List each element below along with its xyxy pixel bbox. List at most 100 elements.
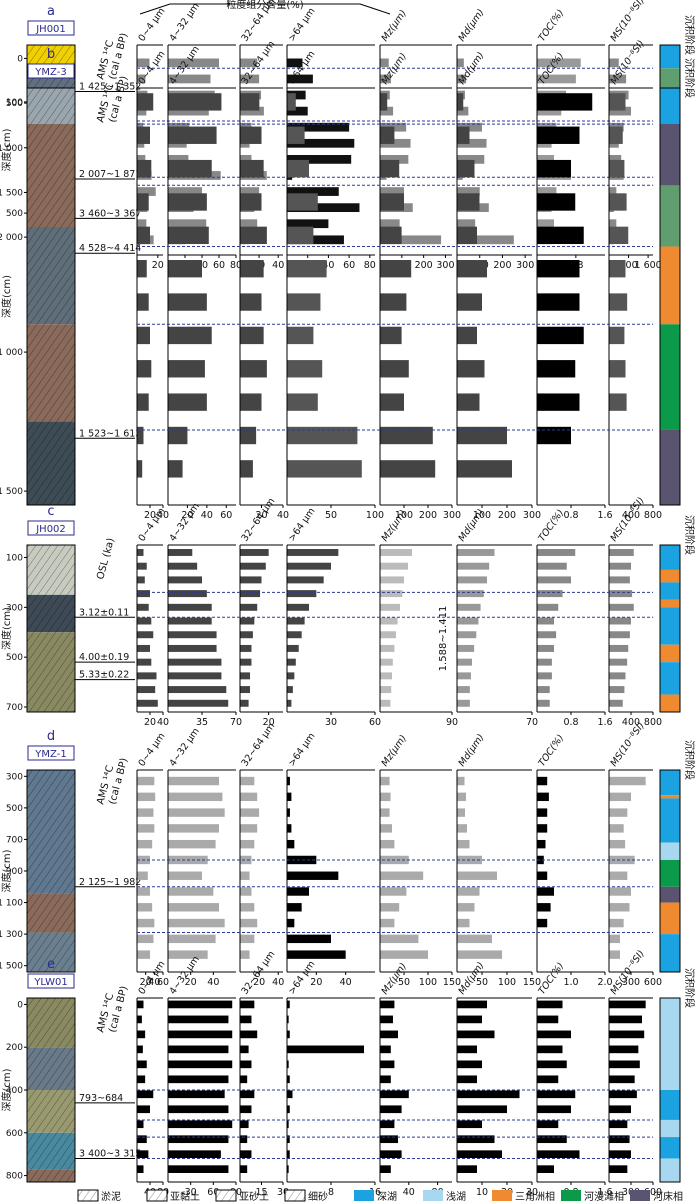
log-frame bbox=[26, 87, 76, 506]
bar bbox=[287, 658, 296, 666]
x-tick-label: 300 bbox=[516, 260, 534, 271]
bar bbox=[240, 187, 260, 196]
bar bbox=[380, 824, 392, 833]
bar bbox=[609, 1075, 635, 1084]
bar bbox=[168, 106, 209, 116]
x-tick-label: 60 bbox=[213, 260, 225, 271]
x-tick-label: 300 bbox=[523, 510, 541, 521]
bar bbox=[240, 887, 252, 896]
bar bbox=[137, 1090, 154, 1099]
bar bbox=[609, 576, 630, 584]
bar bbox=[537, 1150, 580, 1159]
bar bbox=[137, 934, 154, 944]
bar bbox=[240, 1165, 248, 1173]
bar bbox=[287, 235, 344, 245]
bar bbox=[287, 1075, 290, 1084]
legend-label: 细砂 bbox=[308, 1190, 328, 1203]
bar bbox=[137, 187, 156, 196]
bar bbox=[537, 1030, 571, 1039]
lithology-hatch bbox=[27, 124, 75, 227]
stage bbox=[660, 607, 680, 645]
bar bbox=[287, 393, 318, 411]
y-tick-label: 700 bbox=[6, 703, 23, 713]
bar bbox=[168, 672, 222, 680]
bar bbox=[457, 138, 487, 148]
bar bbox=[137, 126, 150, 144]
bar bbox=[137, 603, 149, 611]
x-tick-label: 80 bbox=[230, 260, 242, 271]
bar bbox=[287, 576, 324, 584]
bar bbox=[240, 293, 262, 311]
bar bbox=[609, 839, 626, 849]
bar bbox=[137, 1045, 143, 1054]
bar bbox=[240, 159, 264, 178]
bar bbox=[380, 617, 398, 625]
bar bbox=[537, 576, 571, 584]
bar bbox=[457, 1075, 477, 1084]
x-tick-label: 800 bbox=[619, 260, 637, 271]
stage bbox=[660, 842, 680, 860]
stage-header: 沉积阶段 bbox=[683, 740, 696, 780]
bar bbox=[168, 1165, 229, 1173]
bar bbox=[380, 1135, 398, 1144]
stage bbox=[660, 798, 680, 843]
bar bbox=[537, 326, 584, 345]
bar bbox=[137, 918, 155, 928]
stage bbox=[660, 185, 680, 247]
lithology-hatch bbox=[27, 324, 75, 422]
bar bbox=[137, 631, 154, 639]
x-tick-label: 800 bbox=[644, 717, 662, 728]
bar bbox=[537, 887, 554, 896]
bar bbox=[137, 360, 152, 378]
bar bbox=[380, 644, 395, 652]
x-tick-label: 300 bbox=[443, 510, 461, 521]
bar bbox=[380, 360, 409, 378]
bar bbox=[537, 1000, 563, 1009]
bar bbox=[240, 855, 252, 865]
x-tick-label: 40 bbox=[403, 1187, 415, 1198]
panel-label: c bbox=[47, 504, 54, 519]
legend-swatch bbox=[423, 1190, 443, 1201]
bar bbox=[457, 58, 464, 68]
bar bbox=[537, 871, 548, 880]
core-name: JH002 bbox=[35, 524, 66, 535]
x-tick-label: 70 bbox=[526, 717, 538, 728]
bar bbox=[137, 792, 156, 802]
bar bbox=[609, 855, 635, 865]
bar bbox=[380, 460, 436, 478]
y-tick-label: 800 bbox=[6, 1172, 23, 1182]
bar bbox=[287, 193, 318, 211]
date-label: 2 125~1 982 bbox=[79, 877, 141, 888]
bar bbox=[609, 792, 631, 802]
bar bbox=[240, 808, 260, 817]
bar bbox=[609, 1000, 646, 1009]
x-tick-label: 100 bbox=[419, 977, 437, 988]
bar bbox=[609, 658, 628, 666]
bar bbox=[240, 58, 258, 68]
column-header: Mz(μm) bbox=[379, 733, 409, 769]
x-tick-label: 30 bbox=[277, 1187, 289, 1198]
bar bbox=[380, 93, 388, 111]
x-tick-label: 70 bbox=[230, 717, 242, 728]
bar bbox=[380, 871, 424, 880]
bar bbox=[380, 1150, 402, 1159]
bar bbox=[137, 644, 150, 652]
bar bbox=[137, 590, 150, 598]
bar bbox=[137, 1015, 142, 1024]
bar bbox=[287, 1000, 290, 1009]
bar bbox=[168, 1150, 221, 1159]
column-header: Md(μm) bbox=[456, 732, 486, 769]
bar bbox=[380, 219, 400, 229]
bar bbox=[609, 226, 629, 245]
lithology-hatch bbox=[27, 932, 75, 972]
stage bbox=[660, 569, 680, 583]
column-header: 0~4 μm bbox=[136, 731, 167, 769]
legend-swatch bbox=[561, 1190, 581, 1201]
x-tick-label: 20 bbox=[144, 717, 156, 728]
bar bbox=[457, 1165, 477, 1173]
bar bbox=[287, 90, 306, 100]
bar bbox=[168, 1135, 229, 1144]
bar bbox=[609, 260, 626, 278]
bar bbox=[380, 1105, 402, 1114]
bar bbox=[137, 426, 144, 445]
